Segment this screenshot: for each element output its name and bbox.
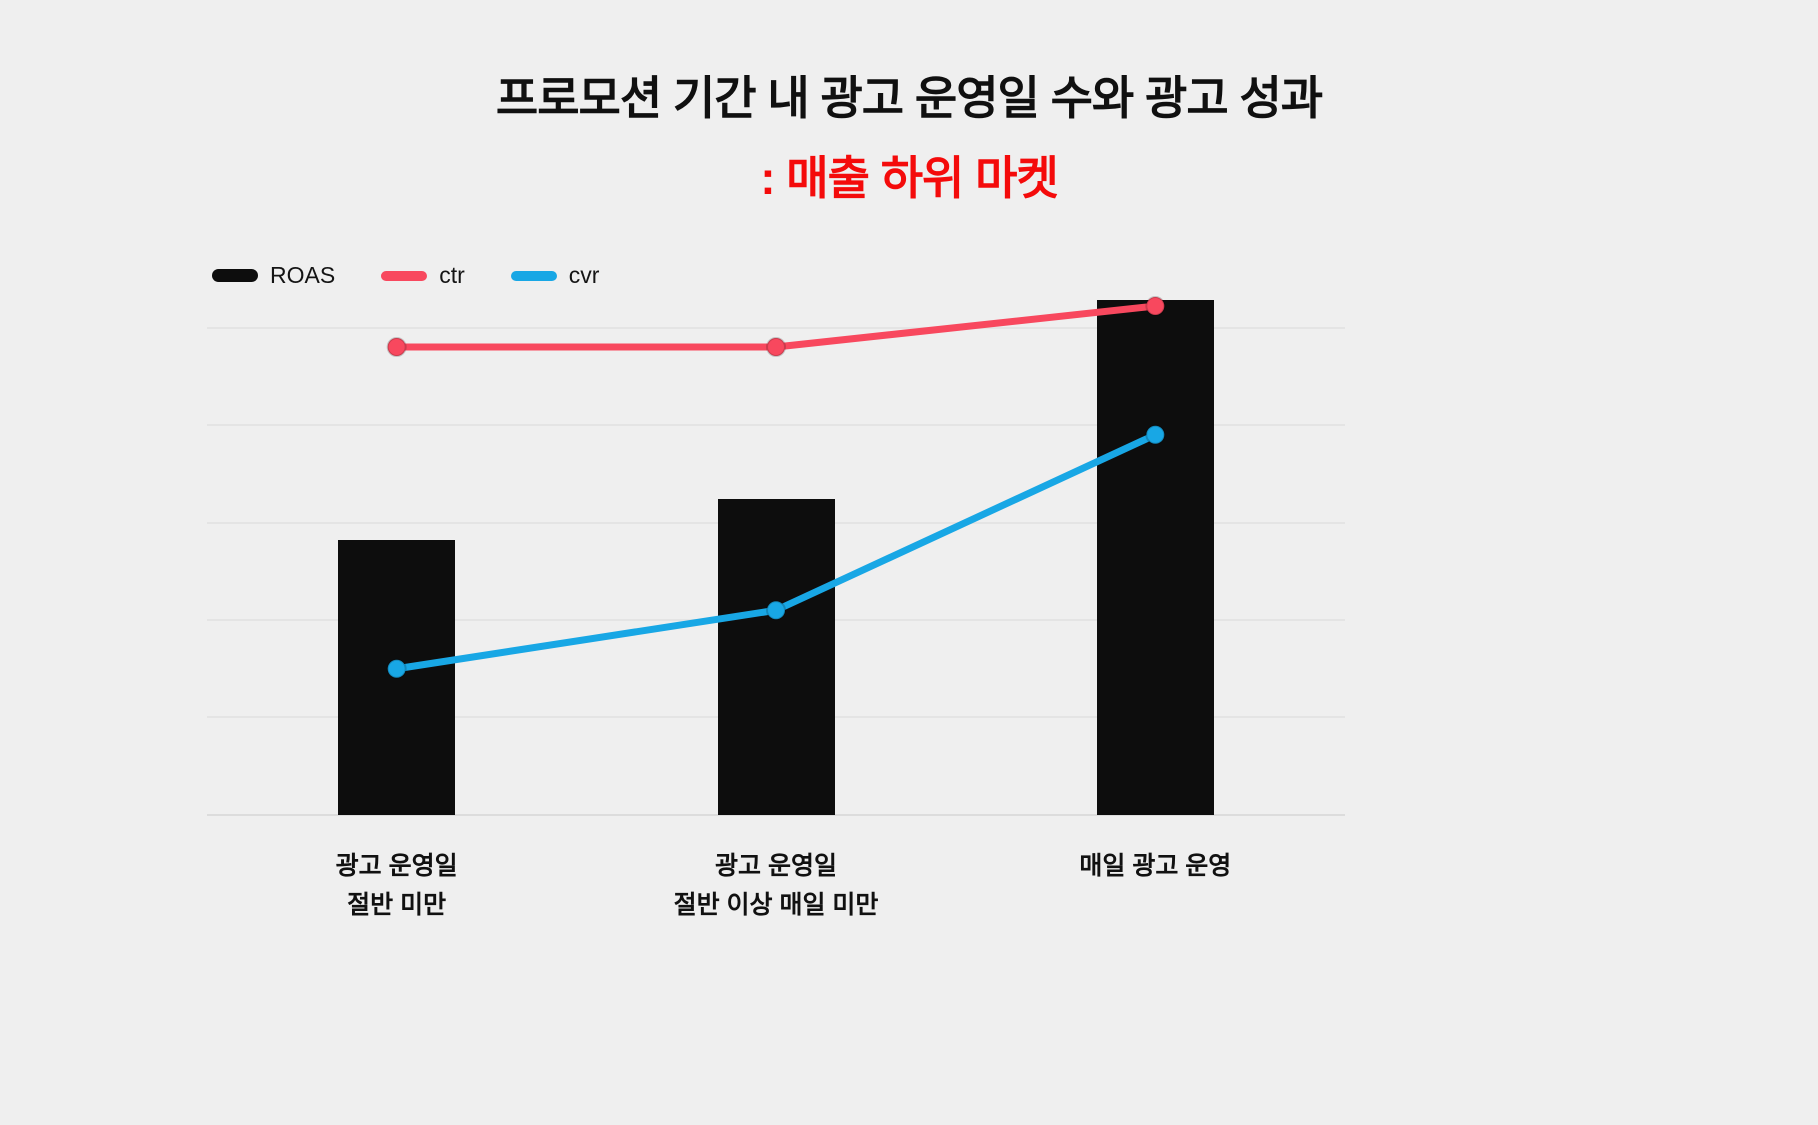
legend-label: ROAS <box>270 262 336 288</box>
chart-title-line1: 프로모션 기간 내 광고 운영일 수와 광고 성과 <box>495 72 1323 124</box>
legend-swatch-ctr <box>381 270 428 281</box>
x-axis-label-line: 절반 이상 매일 미만 <box>673 890 879 919</box>
gridline <box>207 423 1345 426</box>
legend-label: cvr <box>568 262 600 288</box>
legend-item-ctr: ctr <box>381 262 465 289</box>
x-axis-label-line: 광고 운영일 <box>715 852 837 880</box>
bar-roas-0 <box>338 540 456 815</box>
legend-label: ctr <box>439 262 465 288</box>
x-axis-label-line: 광고 운영일 <box>335 852 458 880</box>
legend-swatch-roas <box>212 269 258 282</box>
chart-title-line2: : 매출 하위 마켓 <box>760 152 1059 204</box>
bar-roas-1 <box>717 499 835 815</box>
x-axis-label-line: 매일 광고 운영 <box>1079 852 1232 880</box>
legend-item-roas: ROAS <box>212 262 335 289</box>
x-axis-baseline <box>207 814 1345 816</box>
x-axis-label-2: 매일 광고 운영 <box>935 847 1375 886</box>
plot-area <box>207 230 1345 816</box>
x-axis-label-line: 절반 미만 <box>347 890 447 919</box>
legend-item-cvr: cvr <box>510 262 600 289</box>
bar-roas-2 <box>1096 300 1214 815</box>
legend: ROAS ctr cvr <box>212 262 599 289</box>
legend-swatch-cvr <box>510 270 557 281</box>
